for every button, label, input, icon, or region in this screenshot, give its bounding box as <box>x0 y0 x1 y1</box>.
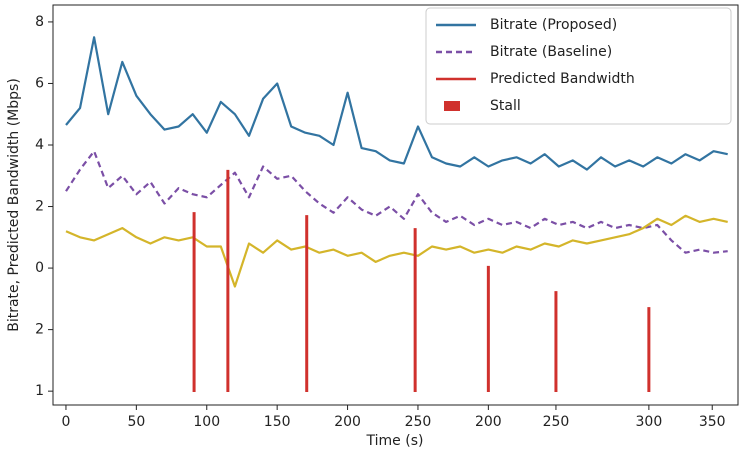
y-tick-label: 4 <box>35 137 44 153</box>
x-axis-label: Time (s) <box>366 433 424 449</box>
x-tick-label: 350 <box>699 414 726 430</box>
y-tick-label: 1 <box>35 383 44 399</box>
y-tick-label: 6 <box>35 75 44 91</box>
x-tick-label: 100 <box>193 414 220 430</box>
x-tick-label: 0 <box>61 414 70 430</box>
legend-label: Bitrate (Proposed) <box>490 17 617 33</box>
line-series <box>65 150 728 254</box>
legend-label: Bitrate (Baseline) <box>490 44 612 60</box>
y-tick-label: 2 <box>35 322 44 338</box>
line-series <box>65 36 728 171</box>
line-series <box>65 214 728 288</box>
x-tick-label: 300 <box>636 414 663 430</box>
y-tick-label: 0 <box>35 260 44 276</box>
y-axis-label: Bitrate, Predicted Bandwidth (Mbps) <box>6 78 22 332</box>
x-tick-label: 250 <box>543 414 570 430</box>
x-tick-label: 50 <box>127 414 145 430</box>
plot-frame <box>52 4 739 406</box>
y-tick-label: 8 <box>35 14 44 30</box>
x-tick-label: 150 <box>264 414 291 430</box>
legend-label: Predicted Bandwidth <box>490 71 635 87</box>
legend-label: Stall <box>490 98 521 114</box>
x-tick-label: 200 <box>475 414 502 430</box>
x-tick-label: 250 <box>405 414 432 430</box>
y-tick-label: 2 <box>35 199 44 215</box>
x-tick-label: 200 <box>334 414 361 430</box>
legend-box <box>425 7 732 125</box>
legend-swatch <box>444 101 460 111</box>
